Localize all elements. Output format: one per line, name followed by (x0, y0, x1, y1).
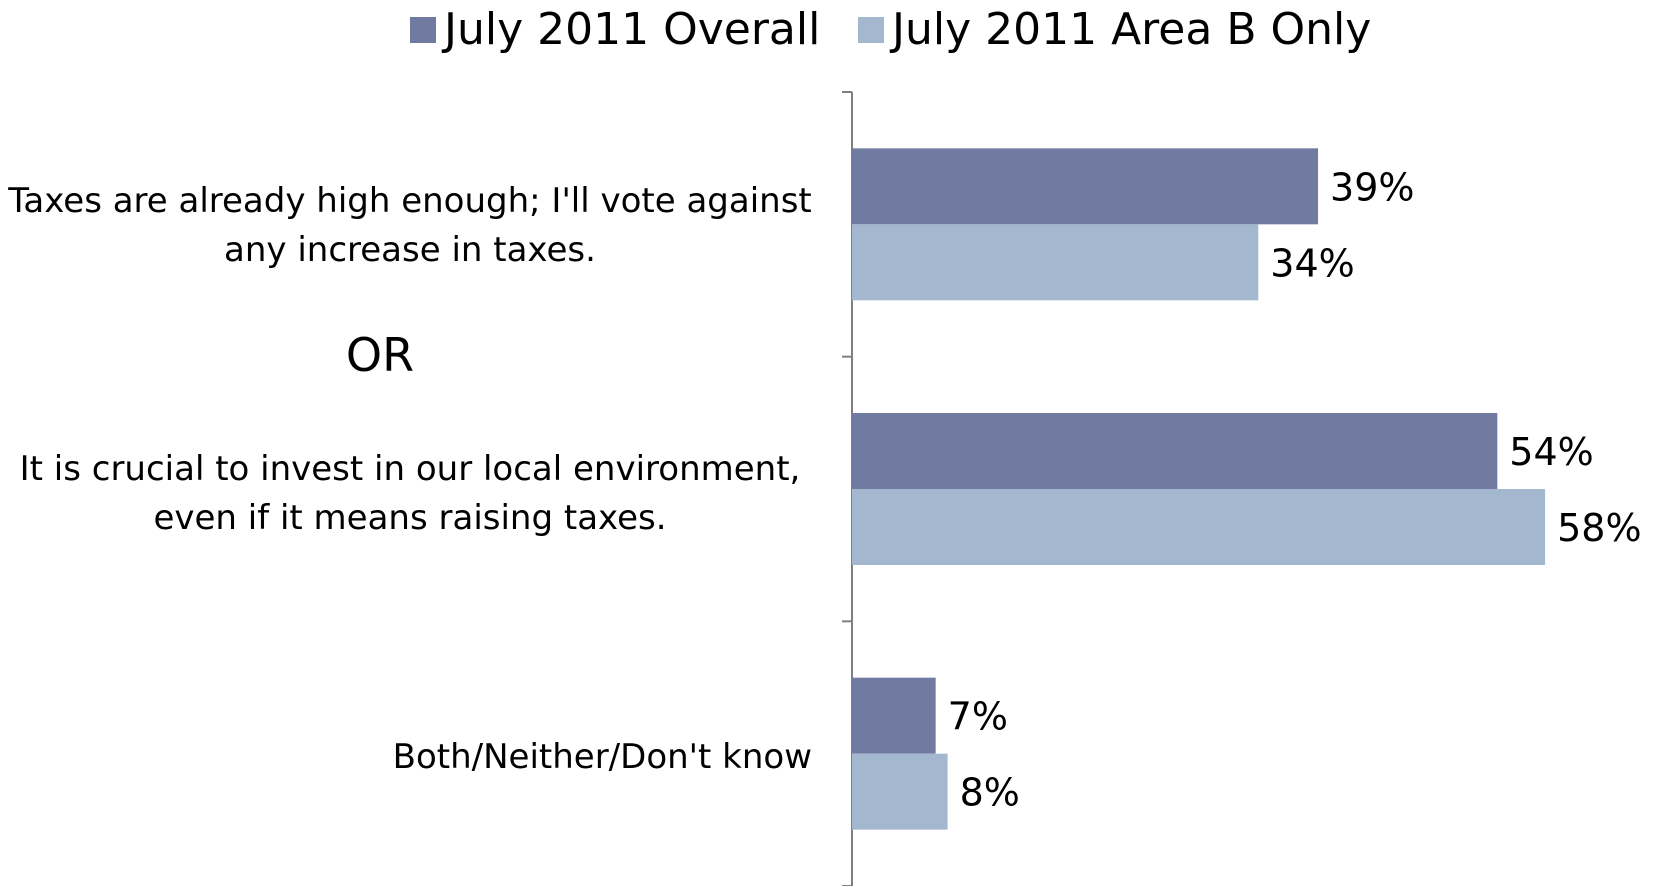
data-label-area-b-2: 8% (960, 771, 1020, 815)
category-label-both-neither: Both/Neither/Don't know (0, 733, 812, 782)
category-label-line: Both/Neither/Don't know (392, 737, 812, 777)
bar-overall-2 (852, 677, 936, 754)
legend-swatch-area-b (858, 16, 884, 43)
data-label-area-b-0: 34% (1270, 241, 1354, 285)
category-label-line: Taxes are already high enough; I'll vote… (8, 181, 812, 221)
legend-label-overall: July 2011 Overall (444, 4, 821, 55)
or-separator: OR (345, 328, 415, 382)
bar-area-b-1 (852, 489, 1546, 565)
data-label-overall-0: 39% (1330, 165, 1414, 209)
bar-area-b-2 (852, 753, 948, 830)
legend-item-overall: July 2011 Overall (410, 4, 820, 55)
bar-overall-0 (852, 148, 1319, 225)
legend-label-area-b: July 2011 Area B Only (892, 4, 1372, 55)
bar-area-b-0 (852, 224, 1259, 301)
bar-overall-1 (852, 413, 1498, 489)
category-label-taxes-high: Taxes are already high enough; I'll vote… (0, 177, 820, 275)
category-label-line: It is crucial to invest in our local env… (19, 449, 801, 489)
legend: July 2011 Overall July 2011 Area B Only (0, 0, 1665, 60)
data-label-area-b-1: 58% (1557, 506, 1641, 550)
category-label-invest-environment: It is crucial to invest in our local env… (0, 445, 820, 543)
category-label-line: even if it means raising taxes. (153, 498, 667, 538)
legend-swatch-overall (410, 16, 436, 43)
category-label-line: any increase in taxes. (224, 230, 596, 270)
data-label-overall-2: 7% (948, 695, 1008, 739)
legend-item-area-b: July 2011 Area B Only (858, 4, 1371, 55)
data-label-overall-1: 54% (1509, 430, 1593, 474)
